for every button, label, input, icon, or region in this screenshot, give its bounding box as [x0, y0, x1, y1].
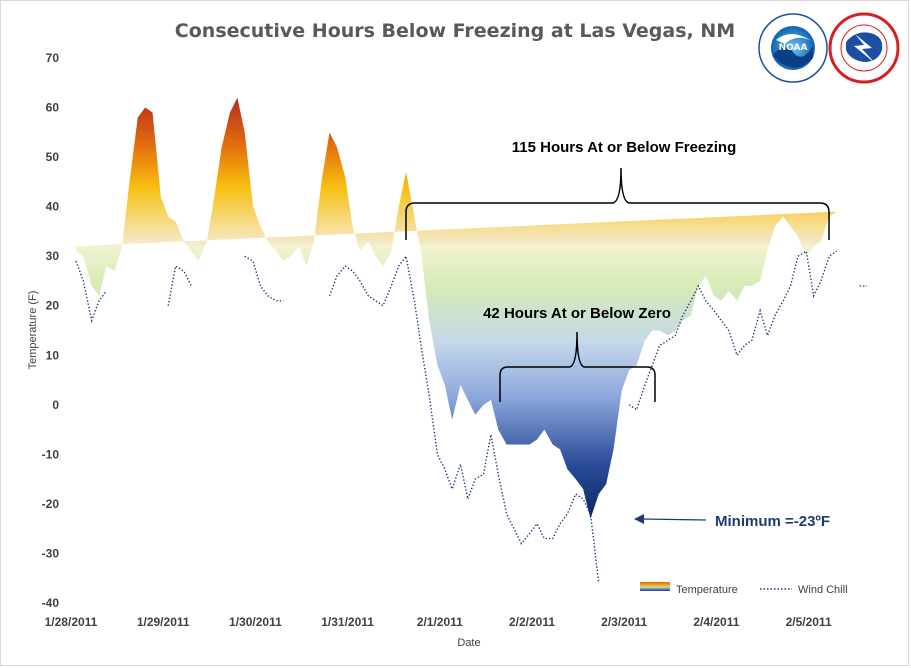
below-zero-bracket	[499, 331, 656, 402]
below-zero-annotation: 42 Hours At or Below Zero	[483, 305, 671, 322]
x-tick-label: 2/3/2011	[601, 615, 647, 629]
y-tick-label: 60	[46, 101, 60, 115]
x-axis-ticks: 1/28/2011 1/29/2011 1/30/2011 1/31/2011 2/1/…	[45, 615, 832, 629]
nws-logo	[828, 12, 900, 84]
y-tick-label: -30	[42, 546, 60, 560]
legend: Temperature Wind Chill	[640, 582, 848, 596]
x-tick-label: 2/1/2011	[417, 615, 463, 629]
freezing-bracket	[405, 167, 830, 240]
y-tick-label: -20	[42, 497, 60, 511]
y-tick-label: 30	[46, 249, 60, 263]
x-tick-label: 2/4/2011	[693, 615, 739, 629]
legend-label-temperature: Temperature	[676, 584, 738, 596]
legend-label-wind-chill: Wind Chill	[798, 584, 848, 596]
x-axis-label: Date	[457, 637, 480, 649]
x-tick-label: 1/29/2011	[137, 615, 190, 629]
y-axis-ticks: 70 60 50 40 30 20 10 0 -10 -20 -30 -40	[42, 51, 60, 610]
y-tick-label: 50	[46, 150, 60, 164]
y-tick-label: 10	[46, 348, 60, 362]
wind-chill-line	[75, 260, 107, 324]
x-tick-label: 2/5/2011	[786, 615, 832, 629]
y-axis-label: Temperature (F)	[27, 291, 39, 370]
x-tick-label: 2/2/2011	[509, 615, 555, 629]
wind-chill-series	[75, 250, 868, 584]
y-tick-label: 40	[46, 200, 60, 214]
temperature-area-below-freezing	[76, 246, 837, 519]
freezing-annotation: 115 Hours At or Below Freezing	[512, 139, 737, 156]
x-tick-label: 1/28/2011	[45, 615, 98, 629]
temperature-area-above-freezing	[76, 97, 837, 247]
noaa-logo-label: NOAA	[779, 43, 808, 53]
noaa-logo: NOAA	[758, 13, 828, 83]
y-tick-label: 20	[46, 299, 60, 313]
x-tick-label: 1/31/2011	[321, 615, 374, 629]
y-tick-label: 70	[46, 51, 60, 65]
y-tick-label: -40	[42, 596, 60, 610]
wind-chill-line	[167, 264, 192, 306]
y-tick-label: 0	[52, 398, 59, 412]
minimum-annotation: Minimum =-23ºF	[715, 513, 830, 530]
minimum-arrow	[634, 514, 707, 524]
wind-chill-line	[628, 250, 838, 411]
x-tick-label: 1/30/2011	[229, 615, 282, 629]
temperature-areas	[76, 97, 837, 519]
legend-swatch-temperature	[640, 582, 670, 591]
chart-title: Consecutive Hours Below Freezing at Las …	[175, 20, 735, 42]
y-tick-label: -10	[42, 447, 60, 461]
wind-chill-line	[244, 255, 284, 302]
